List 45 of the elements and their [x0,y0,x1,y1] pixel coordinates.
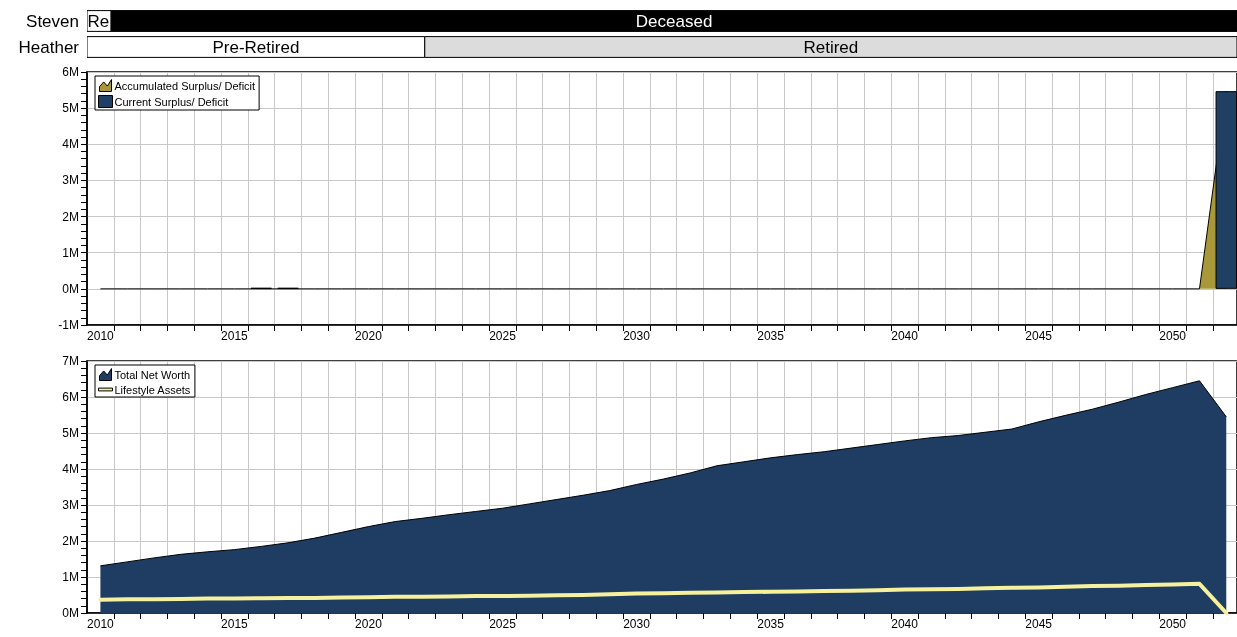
x-tick-label: 2025 [489,617,517,631]
x-tick-label: 2040 [891,617,919,631]
x-tick-label: 2025 [489,329,517,343]
x-tick-label: 2035 [757,329,785,343]
legend-label: Total Net Worth [114,368,191,381]
x-tick-label: 2015 [221,329,249,343]
y-tick-label: 0M [62,281,79,296]
x-tick-label: 2030 [623,617,651,631]
y-tick-label: 0M [62,606,79,620]
y-tick-label: -1M [58,318,79,332]
legend-label: Current Surplus/ Deficit [114,95,229,108]
x-tick-label: 2050 [1159,617,1187,631]
legend-label: Accumulated Surplus/ Deficit [114,79,256,92]
y-tick-label: Steven [26,11,79,31]
y-tick-label: 1M [62,245,79,260]
y-tick-label: 6M [62,65,79,79]
y-tick-label: 3M [62,173,79,188]
x-tick-label: 2030 [623,329,651,343]
y-tick-label: 5M [62,101,79,116]
x-tick-label: 2050 [1159,329,1187,343]
x-tick-label: 2040 [891,329,919,343]
y-tick-label: 2M [62,534,79,548]
y-tick-label: 7M [62,354,79,368]
y-tick-label: 3M [62,498,79,512]
x-tick-label: 2035 [757,617,785,631]
x-tick-label: 2010 [87,617,115,631]
data-label: Deceased [635,11,713,31]
x-tick-label: 2045 [1025,329,1053,343]
y-tick-label: 6M [62,390,79,404]
y-tick-label: Heather [18,37,80,57]
data-label: Re [87,11,110,31]
data-label: Retired [803,37,859,57]
x-tick-label: 2010 [87,329,115,343]
line-series [98,581,1229,615]
data-label: Pre-Retired [212,37,300,57]
x-tick-label: 2015 [221,617,249,631]
y-tick-label: 5M [62,426,79,440]
y-tick-label: 4M [62,462,79,476]
y-tick-label: 1M [62,570,79,584]
legend-label: Lifestyle Assets [114,383,191,396]
x-tick-label: 2020 [355,329,383,343]
y-tick-label: 4M [62,137,79,152]
x-tick-label: 2045 [1025,617,1053,631]
x-tick-label: 2020 [355,617,383,631]
y-tick-label: 2M [62,209,79,224]
